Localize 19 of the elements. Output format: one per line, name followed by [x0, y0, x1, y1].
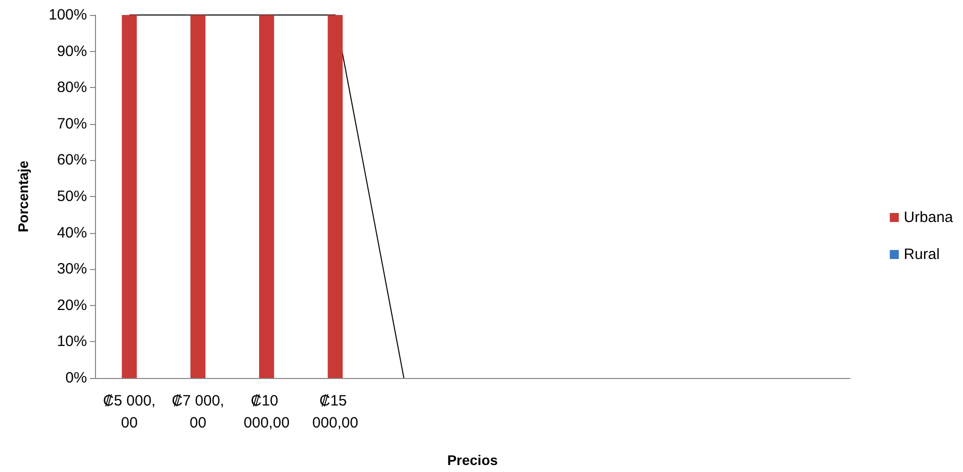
- y-tick-label: 40%: [56, 224, 87, 242]
- legend-label: Rural: [904, 246, 940, 263]
- x-tick-label: ₡5 000,00: [103, 392, 156, 432]
- x-tick-label: ₡7 000,00: [172, 392, 224, 432]
- x-axis-title: Precios: [447, 452, 498, 468]
- y-axis-title: Porcentaje: [15, 160, 31, 232]
- y-tick-label: 30%: [56, 260, 87, 278]
- x-tick-label: ₡10 000,00: [244, 392, 290, 432]
- x-tick-label: ₡15 000,00: [312, 392, 358, 432]
- y-tick-label: 100%: [48, 6, 87, 24]
- y-tick-label: 0%: [65, 370, 87, 386]
- y-tick-label: 90%: [56, 42, 87, 60]
- y-tick-label: 80%: [56, 79, 87, 96]
- y-tick-label: 10%: [56, 333, 87, 350]
- y-tick-label: 50%: [56, 188, 87, 205]
- y-tick-label: 70%: [56, 115, 87, 132]
- y-tick-label: 60%: [56, 152, 87, 169]
- y-tick-label: 20%: [56, 296, 87, 314]
- legend-label: Urbana: [904, 209, 954, 226]
